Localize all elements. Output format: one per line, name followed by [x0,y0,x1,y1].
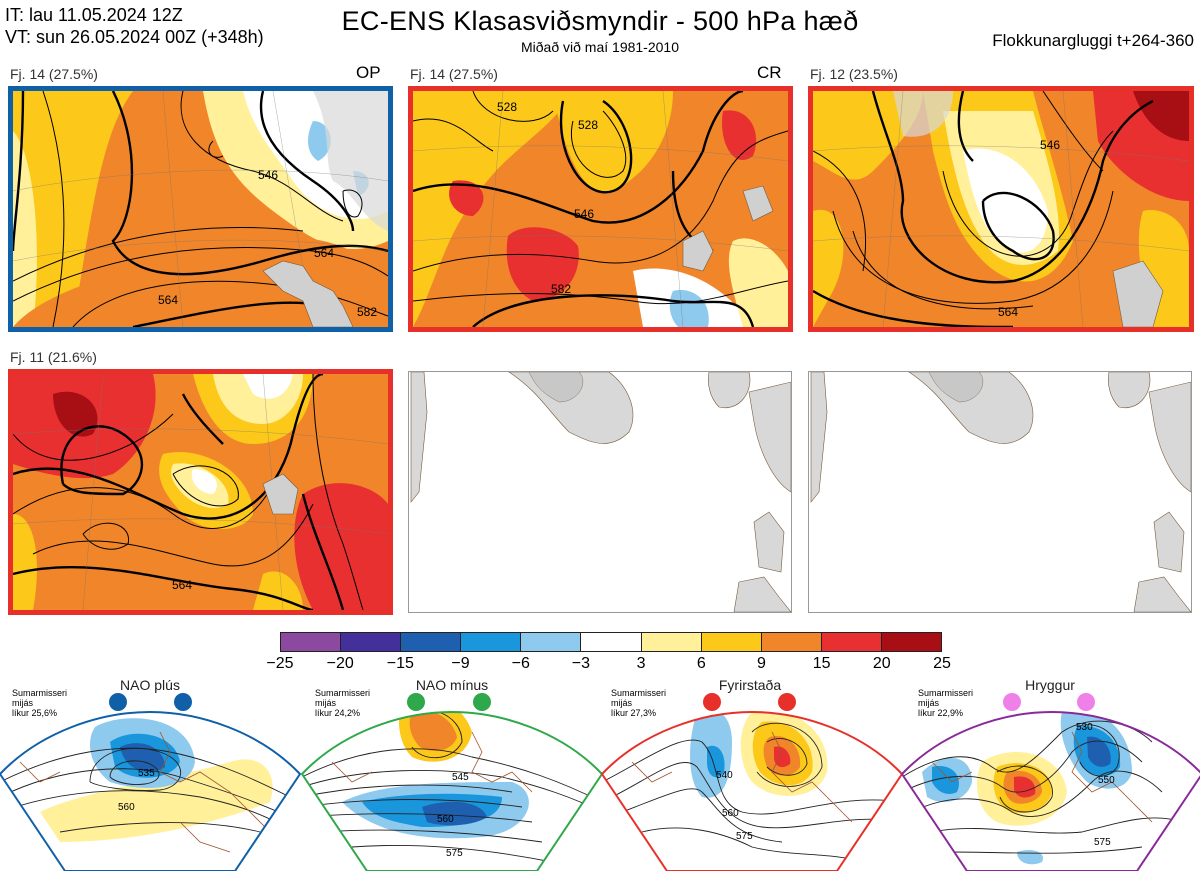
page-subtitle: Miðað við maí 1981-2010 [521,39,679,55]
regime-name: Hryggur [1025,677,1075,693]
panel-1-label: Fj. 14 (27.5%) [10,66,98,82]
colorbar-swatch [641,633,702,651]
header-time-block: IT: lau 11.05.2024 12Z VT: sun 26.05.202… [5,4,264,48]
colorbar-tick-label: 15 [812,655,831,672]
colorbar-ticks: −25 −20 −15 −9 −6 −3 3 6 9 15 20 25 [266,654,950,676]
panel-4-label: Fj. 11 (21.6%) [10,349,97,365]
colorbar-tick-label: 3 [636,655,646,672]
colorbar-swatch [821,633,882,651]
regime-contour-label: 560 [437,814,454,825]
regime-info: Sumarmisseri mijás líkur 24,2% [315,688,370,718]
regime-dot [778,693,796,711]
empty-map-5 [408,371,792,613]
season-label: Sumarmisseri [315,688,371,698]
colorbar-tick-label: 20 [872,655,891,672]
regime-contour-label: 540 [716,770,733,781]
contour-label: 546 [258,168,279,182]
regime-contour-label: 575 [446,848,463,859]
regime-dot [1077,693,1095,711]
regime-contour-label: 550 [1098,775,1115,786]
panel-2-label: Fj. 14 (27.5%) [410,66,498,82]
colorbar-swatch [521,633,582,651]
cluster-map-3 [808,86,1194,332]
regime-contour-label: 560 [722,808,739,819]
contour-label: 528 [578,118,599,132]
period-label: mijás [918,698,940,708]
regime-contour-label: 575 [1094,837,1111,848]
regime-name: Fyrirstaða [718,677,782,693]
prob-label: líkur 24,2% [315,708,361,718]
prob-label: líkur 27,3% [611,708,657,718]
period-label: mijás [12,698,34,708]
contour-label: 582 [551,282,572,296]
regime-dot [109,693,127,711]
panel-3-label: Fj. 12 (23.5%) [810,66,898,82]
season-label: Sumarmisseri [611,688,667,698]
contour-label: 546 [1040,138,1061,152]
cluster-map-1 [8,86,393,332]
colorbar-swatch [881,633,942,651]
initial-time: IT: lau 11.05.2024 12Z [5,5,183,25]
regime-dot [174,693,192,711]
colorbar-swatch [701,633,762,651]
regime-info: Sumarmisseri mijás líkur 22,9% [918,688,973,718]
regime-name: NAO mínus [415,677,489,693]
regime-info: Sumarmisseri mijás líkur 25,6% [12,688,67,718]
season-label: Sumarmisseri [12,688,68,698]
contour-label: 564 [158,293,179,307]
colorbar-tick-label: 6 [696,655,706,672]
regime-contour-label: 530 [1076,722,1093,733]
prob-label: líkur 25,6% [12,708,58,718]
colorbar-tick-label: −15 [386,655,414,672]
regime-info: Sumarmisseri mijás líkur 27,3% [611,688,666,718]
prob-label: líkur 22,9% [918,708,964,718]
regime-dot [1003,693,1021,711]
colorbar-tick-label: −20 [326,655,354,672]
regime-dot [703,693,721,711]
contour-label: 564 [314,246,335,260]
colorbar-swatch [401,633,462,651]
colorbar-tick-label: 25 [933,655,951,672]
colorbar-swatch [581,633,642,651]
colorbar-tick-label: −9 [451,655,470,672]
period-label: mijás [315,698,337,708]
cluster-map-4 [8,369,393,615]
regime-row [0,672,1200,872]
regime-name: NAO plús [120,677,180,693]
contour-label: 546 [574,207,595,221]
colorbar-swatch [281,633,342,651]
regime-contour-label: 560 [118,802,135,813]
contour-label: 564 [172,578,193,592]
contour-label: 582 [357,305,378,319]
colorbar-tick-label: −25 [266,655,294,672]
panel-1-tag: OP [356,63,381,82]
colorbar-swatch [341,633,402,651]
regime-maps [0,693,1200,872]
empty-map-6 [808,371,1192,613]
season-label: Sumarmisseri [918,688,974,698]
regime-dot [473,693,491,711]
valid-time: VT: sun 26.05.2024 00Z (+348h) [5,27,264,47]
colorbar-tick-label: −6 [511,655,530,672]
colorbar-tick-label: 9 [757,655,766,672]
colorbar-tick-label: −3 [571,655,591,672]
regime-contour-label: 545 [452,772,469,783]
page-title: EC-ENS Klasasviðsmyndir - 500 hPa hæð [341,6,859,36]
panel-2-tag: CR [757,63,782,82]
colorbar-swatch [761,633,822,651]
colorbar-swatch [461,633,522,651]
colorbar [280,632,942,652]
cluster-map-2 [408,86,793,332]
regime-dot [407,693,425,711]
contour-label: 564 [998,305,1019,319]
period-label: mijás [611,698,633,708]
regime-contour-label: 535 [138,768,155,779]
classification-window: Flokkunargluggi t+264-360 [992,31,1194,50]
contour-label: 528 [497,100,518,114]
regime-contour-label: 575 [736,831,753,842]
